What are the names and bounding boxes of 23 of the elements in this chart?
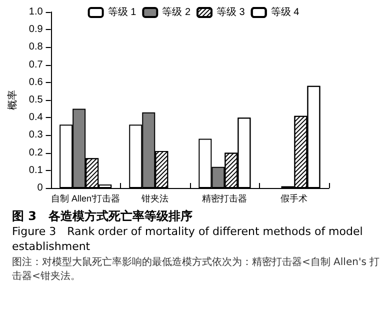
text: 图 3 各造模方式死亡率等级排序 <box>12 208 194 224</box>
x-tick-label: 精密打击器 <box>202 194 248 204</box>
y-tick-label: 0.3 <box>28 130 44 141</box>
y-tick-label: 0.1 <box>28 164 44 176</box>
legend-label: 等级 4 <box>270 6 300 18</box>
text: 图注：对模型大鼠死亡率影响的最低造模方式依次为：精密打击器<自制 Allen's 打击器<钳夹法。 <box>12 256 381 284</box>
y-tick-label: 1.0 <box>28 6 44 18</box>
y-tick-label: 0 <box>37 182 44 194</box>
x-tick-label: 假手术 <box>280 194 308 204</box>
legend-label: 等级 3 <box>216 6 246 18</box>
y-tick-label: 0.6 <box>28 76 44 88</box>
y-tick-label: 0.5 <box>28 94 44 106</box>
y-tick-label: 0.4 <box>28 112 44 124</box>
y-tick-label: 0.8 <box>28 42 44 53</box>
y-tick-label: 0.2 <box>28 147 44 158</box>
text: Figure 3 Rank order of mortality of different methods of model establishment <box>12 224 364 254</box>
y-axis-title: 概率 <box>6 90 18 110</box>
y-tick-label: 0.9 <box>28 24 44 36</box>
legend-label: 等级 2 <box>162 6 191 18</box>
legend-label: 等级 1 <box>108 6 137 18</box>
y-tick-label: 0.7 <box>28 59 44 70</box>
x-tick-label: 钳夹法 <box>140 194 169 204</box>
x-tick-label: 自制 Allen'打击器 <box>50 194 120 204</box>
